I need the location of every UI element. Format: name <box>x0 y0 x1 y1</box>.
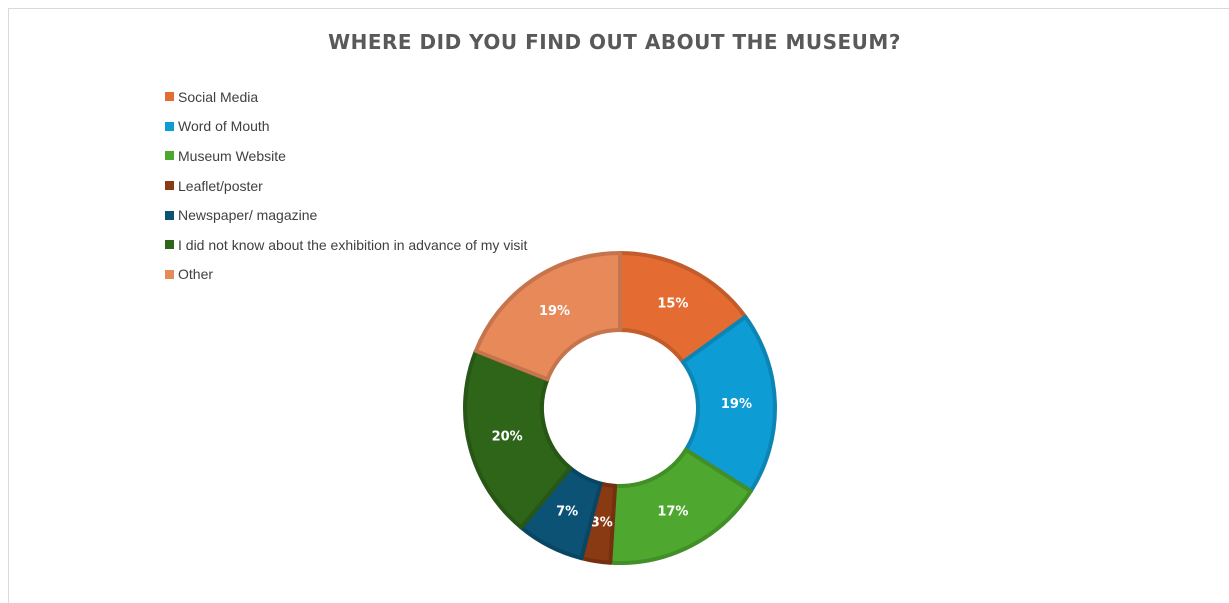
slice-data-label: 7% <box>556 504 578 519</box>
slice-data-label: 15% <box>657 297 688 312</box>
donut-slice <box>473 251 622 382</box>
legend: Social Media Word of Mouth Museum Websit… <box>165 82 527 289</box>
legend-swatch <box>165 151 174 161</box>
legend-item-did-not-know: I did not know about the exhibition in a… <box>165 230 527 260</box>
slice-data-label: 17% <box>657 504 688 519</box>
legend-item-leaflet-poster: Leaflet/poster <box>165 171 527 201</box>
legend-item-newspaper-magazine: Newspaper/ magazine <box>165 200 527 230</box>
legend-swatch <box>165 92 174 102</box>
legend-label: Leaflet/poster <box>178 177 263 194</box>
donut-slice <box>618 251 748 365</box>
legend-label: Social Media <box>178 88 259 105</box>
legend-item-word-of-mouth: Word of Mouth <box>165 112 527 142</box>
legend-item-other: Other <box>165 260 527 290</box>
legend-swatch <box>165 121 174 131</box>
donut-slice <box>681 314 777 494</box>
chart-title: WHERE DID YOU FIND OUT ABOUT THE MUSEUM? <box>328 30 901 54</box>
legend-label: I did not know about the exhibition in a… <box>178 236 528 253</box>
slice-data-label: 20% <box>492 429 523 444</box>
legend-label: Museum Website <box>178 147 286 164</box>
legend-label: Newspaper/ magazine <box>178 207 318 224</box>
legend-label: Other <box>178 266 214 283</box>
donut-slice <box>463 348 573 530</box>
legend-swatch <box>165 269 174 279</box>
legend-label: Word of Mouth <box>178 118 270 135</box>
slice-data-label: 19% <box>721 397 752 412</box>
legend-swatch <box>165 210 174 220</box>
legend-item-social-media: Social Media <box>165 82 527 112</box>
slice-data-label: 19% <box>539 304 570 319</box>
legend-swatch <box>165 181 174 191</box>
legend-item-museum-website: Museum Website <box>165 141 527 171</box>
slice-data-label: 3% <box>591 516 613 531</box>
legend-swatch <box>165 240 174 250</box>
